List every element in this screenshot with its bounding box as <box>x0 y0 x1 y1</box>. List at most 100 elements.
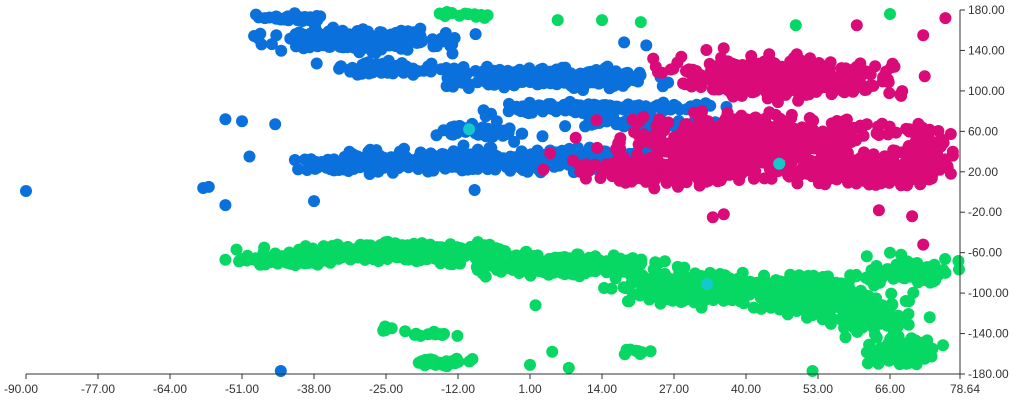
data-point-series-1 <box>706 211 719 224</box>
data-point-series-2 <box>443 257 456 270</box>
data-point-series-2 <box>529 299 542 312</box>
data-point-series-0 <box>358 159 371 172</box>
data-point-series-0 <box>523 62 536 75</box>
data-point-series-1 <box>717 208 730 221</box>
data-point-series-1 <box>841 156 854 169</box>
data-point-series-1 <box>779 62 792 75</box>
data-point-series-1 <box>826 170 838 183</box>
data-point-series-3 <box>463 123 476 136</box>
data-point-series-2 <box>903 295 915 308</box>
data-point-series-1 <box>874 173 887 186</box>
data-point-series-0 <box>410 155 423 168</box>
data-point-series-1 <box>843 130 856 143</box>
data-point-series-0 <box>566 103 579 116</box>
data-point-series-1 <box>736 82 749 95</box>
data-point-series-2 <box>898 272 911 285</box>
data-point-series-1 <box>708 83 721 96</box>
data-point-series-1 <box>889 144 902 157</box>
data-point-series-2 <box>551 14 564 27</box>
data-point-series-2 <box>658 255 671 268</box>
data-point-series-2 <box>470 261 483 274</box>
data-point-series-0 <box>243 150 256 163</box>
data-point-series-1 <box>944 167 957 180</box>
data-point-series-1 <box>673 130 686 143</box>
data-point-series-1 <box>809 156 822 169</box>
data-point-series-2 <box>617 281 630 294</box>
data-point-series-2 <box>839 331 852 344</box>
data-point-series-0 <box>378 161 391 174</box>
data-point-series-2 <box>870 331 883 344</box>
data-point-series-0 <box>380 63 393 76</box>
data-point-series-0 <box>601 60 614 73</box>
data-point-series-0 <box>343 145 356 158</box>
data-point-series-1 <box>637 111 650 123</box>
data-point-series-2 <box>377 324 390 336</box>
data-point-series-1 <box>861 167 874 180</box>
data-point-series-0 <box>493 155 506 168</box>
data-point-series-1 <box>774 112 787 125</box>
data-point-series-1 <box>641 166 654 179</box>
x-tick-label: -25.00 <box>369 382 403 396</box>
data-point-series-0 <box>569 69 582 82</box>
data-point-series-0 <box>479 110 492 123</box>
data-point-series-1 <box>869 60 882 73</box>
data-point-series-0 <box>446 47 459 60</box>
data-point-series-1 <box>872 162 885 175</box>
data-point-series-1 <box>890 126 903 139</box>
data-point-series-2 <box>478 239 491 252</box>
data-point-series-2 <box>462 8 475 21</box>
data-point-series-0 <box>302 13 315 26</box>
data-point-series-1 <box>917 29 930 42</box>
data-point-series-1 <box>765 172 778 185</box>
data-point-series-0 <box>297 28 310 41</box>
data-point-series-0 <box>662 76 675 89</box>
data-point-series-2 <box>399 325 412 338</box>
data-point-series-1 <box>785 108 798 121</box>
data-point-series-2 <box>440 6 453 18</box>
data-point-series-0 <box>288 154 301 166</box>
data-point-series-2 <box>852 304 865 317</box>
data-point-series-2 <box>546 345 559 358</box>
data-point-series-2 <box>809 292 822 304</box>
data-point-series-2 <box>265 254 278 267</box>
data-point-series-1 <box>783 165 796 178</box>
data-point-series-1 <box>903 125 916 138</box>
data-point-series-2 <box>868 313 881 326</box>
data-point-series-0 <box>303 41 316 54</box>
data-point-series-0 <box>292 163 305 176</box>
data-point-series-1 <box>883 87 896 100</box>
data-point-series-0 <box>536 130 549 143</box>
data-point-series-0 <box>527 102 540 115</box>
data-point-series-1 <box>700 44 713 56</box>
data-point-series-0 <box>482 78 495 91</box>
data-point-series-2 <box>806 365 819 377</box>
data-point-series-2 <box>496 258 509 271</box>
data-point-series-0 <box>471 76 484 89</box>
data-point-series-0 <box>219 113 232 126</box>
data-point-series-1 <box>779 73 792 86</box>
data-point-series-2 <box>899 310 912 323</box>
data-point-series-2 <box>609 272 622 285</box>
data-point-series-1 <box>857 129 870 142</box>
data-point-series-1 <box>596 162 609 175</box>
data-point-series-0 <box>490 115 503 128</box>
data-point-series-0 <box>515 127 528 140</box>
data-point-series-0 <box>306 160 319 173</box>
data-point-series-1 <box>850 19 863 32</box>
data-point-series-0 <box>397 153 410 166</box>
x-tick-label: -77.00 <box>81 382 115 396</box>
data-point-series-0 <box>275 44 288 57</box>
data-point-series-0 <box>449 74 462 86</box>
data-point-series-1 <box>788 83 801 96</box>
data-point-series-2 <box>856 321 869 334</box>
data-point-series-2 <box>295 251 308 264</box>
data-point-series-1 <box>714 174 727 187</box>
x-tick-label: -90.00 <box>4 382 38 396</box>
data-point-series-2 <box>895 248 908 261</box>
x-tick-label: 40.00 <box>731 382 761 396</box>
data-point-series-2 <box>562 361 575 374</box>
data-point-series-0 <box>445 121 458 134</box>
points-layer <box>20 6 965 377</box>
data-point-series-1 <box>647 52 660 65</box>
data-point-series-2 <box>404 240 417 253</box>
